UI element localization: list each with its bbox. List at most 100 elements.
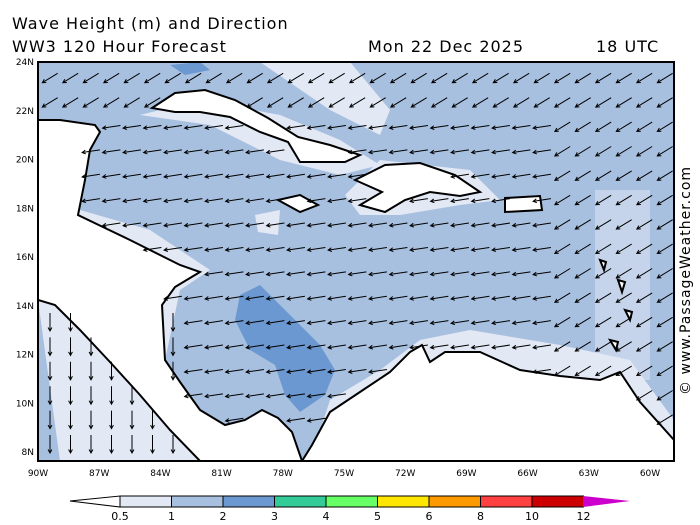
arrow [368, 124, 387, 130]
arrow [204, 320, 223, 326]
arrow [204, 271, 223, 277]
legend-swatch [531, 495, 584, 508]
arrow [142, 198, 162, 204]
arrow [266, 97, 284, 108]
arrow [286, 417, 305, 423]
arrow [533, 72, 550, 84]
arrow [656, 72, 673, 84]
arrow [123, 97, 140, 108]
arrow [656, 170, 673, 181]
arrow [615, 219, 632, 230]
arrow [451, 72, 468, 84]
arrow [409, 246, 428, 252]
arrow [553, 365, 571, 377]
arrow [224, 198, 244, 204]
lon-tick: 60W [640, 469, 660, 479]
arrow [368, 149, 387, 155]
arrow [170, 313, 176, 333]
arrow [532, 222, 551, 228]
arrow [532, 344, 551, 350]
arrow [224, 173, 244, 179]
arrow [491, 271, 510, 277]
arrow [109, 435, 114, 455]
arrow [470, 124, 490, 130]
arrow [615, 97, 632, 108]
arrow [265, 344, 285, 350]
arrow [553, 219, 571, 230]
arrow [327, 198, 346, 204]
arrow [142, 173, 162, 179]
arrow [306, 271, 326, 277]
arrow [224, 149, 244, 155]
arrow [615, 292, 632, 303]
arrow [511, 124, 531, 130]
arrow [306, 173, 326, 179]
arrow [306, 222, 326, 228]
lat-tick: 18N [16, 204, 34, 214]
arrow [511, 271, 531, 277]
lat-tick: 20N [16, 156, 34, 166]
arrow [347, 149, 367, 155]
arrow [594, 365, 612, 377]
arrow [388, 295, 408, 301]
arrow [553, 72, 571, 84]
arrow [347, 295, 367, 301]
legend-label: 1 [168, 510, 175, 523]
arrow [163, 222, 182, 228]
arrow [656, 243, 673, 255]
arrow [183, 173, 203, 179]
arrow [430, 97, 448, 108]
arrow [47, 410, 53, 430]
arrow [328, 97, 345, 108]
arrow [306, 344, 326, 350]
arrow [574, 121, 591, 133]
arrow [122, 173, 141, 179]
arrow [511, 344, 531, 350]
arrow [347, 198, 367, 204]
arrow [656, 97, 673, 108]
arrow [635, 121, 653, 133]
arrow [532, 173, 551, 179]
arrow [327, 124, 346, 130]
arrow [429, 222, 449, 228]
arrow [574, 316, 591, 328]
arrow [122, 222, 141, 228]
arrow [347, 222, 367, 228]
arrow [204, 198, 223, 204]
arrow [388, 320, 408, 326]
arrow [265, 320, 285, 326]
arrow [347, 173, 367, 179]
arrow [347, 124, 367, 130]
arrow [286, 124, 305, 130]
arrow [532, 368, 551, 374]
arrow [245, 149, 264, 155]
lon-tick: 75W [334, 469, 354, 479]
arrow [594, 316, 612, 328]
arrow [129, 410, 135, 430]
arrow [594, 194, 612, 206]
arrow [553, 97, 571, 108]
arrow [470, 271, 490, 277]
arrow [204, 393, 223, 399]
lat-tick: 12N [16, 351, 34, 361]
arrow [388, 271, 408, 277]
arrow [615, 146, 632, 157]
arrow [204, 368, 223, 374]
arrow [286, 393, 305, 399]
arrow [430, 72, 448, 84]
arrow [450, 124, 469, 130]
arrow [635, 243, 653, 255]
arrow [429, 246, 449, 252]
arrow [409, 295, 428, 301]
arrow [265, 246, 285, 252]
arrow [163, 173, 182, 179]
arrow [183, 295, 203, 301]
arrow [532, 271, 551, 277]
arrow [286, 320, 305, 326]
arrow [68, 410, 73, 430]
arrow [286, 368, 305, 374]
arrow [450, 222, 469, 228]
arrow [532, 198, 551, 204]
arrow [368, 344, 387, 350]
arrow [615, 341, 632, 352]
